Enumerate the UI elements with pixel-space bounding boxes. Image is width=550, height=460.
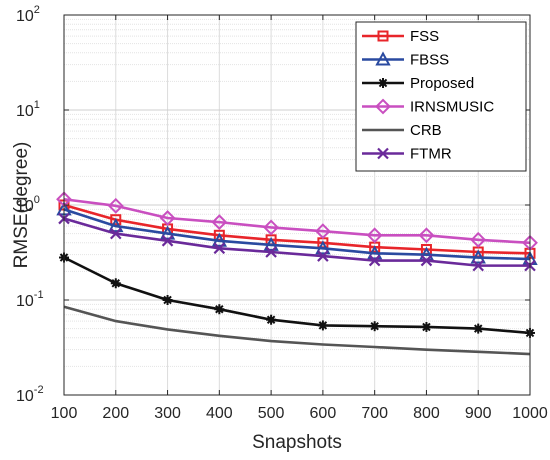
x-tick-label: 500	[258, 405, 285, 422]
x-tick-label: 1000	[512, 405, 548, 422]
legend-marker	[378, 78, 388, 88]
legend-label: CRB	[410, 122, 442, 139]
data-point-proposed	[214, 304, 225, 315]
data-point-fss	[110, 214, 122, 226]
series-line-ftmr	[63, 217, 530, 267]
legend-marker	[375, 51, 391, 66]
data-point-proposed	[421, 321, 432, 332]
data-point-ftmr	[161, 235, 174, 247]
data-point-proposed	[110, 278, 121, 289]
data-point-proposed	[369, 321, 380, 332]
series-line-fss	[63, 203, 531, 255]
data-point-fbss	[315, 240, 331, 255]
data-point-ftmr	[368, 254, 381, 267]
data-point-fbss	[366, 245, 383, 260]
legend-entry-proposed: Proposed	[362, 75, 474, 92]
data-point-proposed	[473, 323, 484, 334]
y-tick-label: 10-1	[16, 289, 44, 310]
data-point-ftmr	[265, 246, 277, 258]
data-point-ftmr	[420, 254, 433, 267]
legend-entry-ftmr: FTMR	[362, 146, 452, 163]
legend: FSS FBSS Proposed IRNSMUSIC CRB FTMR	[355, 21, 527, 172]
series-lines	[56, 191, 538, 356]
data-point-irnsmusic	[211, 214, 228, 231]
x-axis-title: Snapshots	[252, 432, 342, 453]
x-tick-label: 300	[154, 405, 181, 422]
series-proposed	[59, 252, 535, 338]
series-crb	[63, 305, 531, 356]
legend-marker	[375, 98, 391, 115]
y-tick-label: 101	[16, 99, 40, 120]
legend-label: FSS	[410, 28, 439, 45]
series-irnsmusic	[56, 191, 538, 251]
legend-label: Proposed	[410, 75, 474, 92]
data-point-fbss	[211, 232, 228, 247]
data-point-irnsmusic	[107, 197, 124, 214]
data-point-fbss	[470, 249, 486, 264]
data-point-ftmr	[109, 227, 122, 240]
legend-entry-fbss: FBSS	[362, 51, 449, 69]
legend-label: FTMR	[410, 146, 452, 163]
series-ftmr	[58, 212, 536, 272]
legend-entry-fss: FSS	[362, 28, 439, 45]
data-point-ftmr	[472, 259, 485, 272]
y-tick-label: 10-2	[16, 384, 44, 405]
data-point-fbss	[159, 225, 176, 240]
x-tick-label: 900	[465, 405, 492, 422]
y-axis-title: RMSE(degree)	[11, 142, 32, 269]
data-point-irnsmusic	[159, 210, 176, 226]
data-point-irnsmusic	[314, 223, 331, 240]
x-tick-label: 400	[206, 405, 233, 422]
data-point-irnsmusic	[418, 227, 435, 244]
series-fbss	[56, 201, 538, 266]
series-line-irnsmusic	[63, 197, 531, 245]
data-point-proposed	[317, 320, 328, 331]
legend-marker	[377, 147, 389, 160]
x-tick-label: 600	[310, 405, 337, 422]
legend-label: IRNSMUSIC	[410, 99, 494, 116]
series-line-proposed	[63, 256, 531, 335]
y-tick-label: 102	[16, 4, 40, 25]
series-line-fbss	[63, 208, 531, 261]
data-point-fbss	[263, 236, 279, 251]
x-tick-label: 200	[102, 405, 129, 422]
legend-label: FBSS	[410, 52, 449, 69]
data-point-irnsmusic	[263, 219, 280, 236]
legend-entry-crb: CRB	[362, 122, 442, 139]
data-point-ftmr	[213, 242, 226, 255]
data-point-fbss	[108, 217, 124, 233]
legend-entry-irnsmusic: IRNSMUSIC	[362, 99, 494, 116]
series-line-crb	[63, 305, 531, 356]
legend-marker	[377, 30, 389, 42]
x-tick-label: 800	[413, 405, 440, 422]
data-point-irnsmusic	[366, 227, 383, 244]
legend-box	[355, 21, 527, 172]
data-point-irnsmusic	[470, 231, 487, 248]
x-tick-label: 700	[361, 405, 388, 422]
data-point-ftmr	[317, 250, 329, 262]
data-point-proposed	[266, 314, 277, 325]
x-tick-label: 100	[51, 405, 78, 422]
data-point-proposed	[162, 295, 173, 305]
